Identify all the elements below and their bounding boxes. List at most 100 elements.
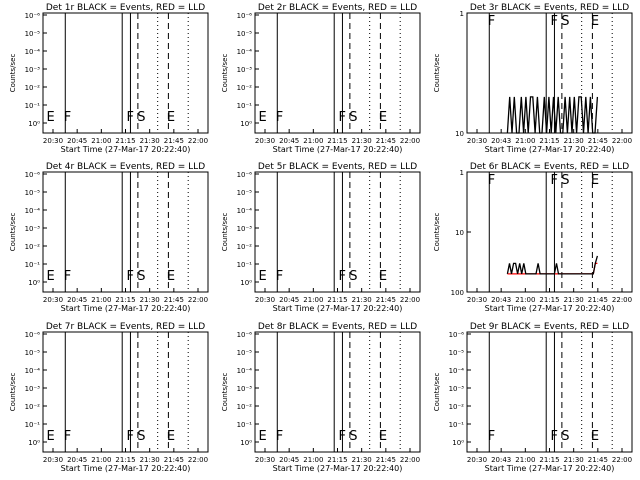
- y-tick-label: 10⁻⁵: [25, 189, 41, 197]
- event-marker-label: S: [137, 269, 145, 284]
- x-axis-label: Start Time (27-Mar-17 20:22:40): [273, 145, 403, 154]
- y-tick-label: 10⁻⁴: [25, 207, 41, 215]
- y-tick-label: 10⁻¹: [25, 102, 41, 110]
- x-tick-label: 21:30: [140, 137, 160, 145]
- event-marker-label: S: [137, 429, 145, 444]
- y-tick-label: 10⁻¹: [25, 261, 41, 269]
- y-tick-label: 10⁻⁴: [25, 367, 41, 375]
- y-tick-label: 10⁻³: [237, 385, 253, 393]
- y-tick-label: 10⁻³: [237, 66, 253, 74]
- y-axis-label: Counts/sec: [9, 54, 17, 93]
- chart-title: Det 2r BLACK = Events, RED = LLD: [258, 3, 417, 13]
- y-tick-label: 10⁻³: [25, 385, 41, 393]
- chart-title: Det 4r BLACK = Events, RED = LLD: [46, 162, 205, 172]
- x-tick-label: 20:30: [43, 456, 63, 464]
- y-axis-label: Counts/sec: [9, 213, 17, 252]
- x-tick-label: 21:45: [164, 137, 184, 145]
- x-tick-label: 20:45: [67, 296, 87, 304]
- y-tick-label: 10: [455, 130, 464, 138]
- y-tick-label: 10⁰: [240, 279, 252, 287]
- y-tick-label: 10⁻²: [237, 403, 253, 411]
- event-marker-label: F: [64, 110, 71, 125]
- y-tick-label: 10⁻²: [237, 243, 253, 251]
- y-tick-label: 10⁰: [28, 120, 40, 128]
- x-tick-label: 21:00: [303, 456, 323, 464]
- y-tick-label: 10⁻¹: [237, 261, 253, 269]
- x-tick-label: 21:00: [91, 456, 111, 464]
- x-tick-label: 20:43: [491, 137, 511, 145]
- event-marker-label: S: [561, 173, 569, 188]
- x-tick-label: 21:30: [352, 137, 372, 145]
- x-tick-label: 21:45: [164, 296, 184, 304]
- y-tick-label: 10⁻⁶: [25, 331, 41, 339]
- event-marker-label: S: [561, 14, 569, 29]
- x-tick-label: 21:15: [327, 137, 347, 145]
- event-marker-label: S: [349, 269, 357, 284]
- event-marker-label: F: [551, 14, 558, 29]
- chart-title: Det 9r BLACK = Events, RED = LLD: [470, 322, 629, 332]
- x-tick-label: 20:45: [279, 137, 299, 145]
- x-tick-label: 21:00: [303, 137, 323, 145]
- x-tick-label: 21:15: [539, 296, 559, 304]
- chart-panel: Det 9r BLACK = Events, RED = LLD Counts/s…: [433, 322, 633, 473]
- x-tick-label: 21:00: [303, 296, 323, 304]
- y-tick-label: 10⁰: [240, 120, 252, 128]
- event-marker-label: S: [349, 429, 357, 444]
- x-tick-label: 20:45: [279, 296, 299, 304]
- event-marker-label: F: [127, 429, 134, 444]
- y-tick-label: 10⁻⁴: [449, 367, 465, 375]
- x-tick-label: 21:45: [588, 456, 608, 464]
- x-tick-label: 21:30: [564, 296, 584, 304]
- data-series-line: [506, 96, 599, 134]
- y-tick-label: 10⁻²: [25, 403, 41, 411]
- x-tick-label: 21:15: [115, 456, 135, 464]
- x-tick-label: 21:45: [164, 456, 184, 464]
- chart-panel: Det 5r BLACK = Events, RED = LLD Counts/s…: [221, 162, 421, 313]
- x-tick-label: 22:00: [612, 456, 632, 464]
- y-axis-label: Counts/sec: [433, 373, 441, 412]
- x-tick-label: 21:15: [539, 137, 559, 145]
- data-series-line: [506, 255, 599, 275]
- x-tick-label: 21:00: [515, 456, 535, 464]
- x-tick-label: 20:30: [467, 137, 487, 145]
- x-axis-label: Start Time (27-Mar-17 20:22:40): [61, 464, 191, 473]
- y-axis-label: Counts/sec: [433, 213, 441, 252]
- event-marker-label: E: [167, 110, 175, 125]
- x-tick-label: 22:00: [400, 456, 420, 464]
- x-axis-label: Start Time (27-Mar-17 20:22:40): [273, 304, 403, 313]
- x-tick-label: 21:30: [140, 296, 160, 304]
- x-tick-label: 21:30: [352, 456, 372, 464]
- x-axis-label: Start Time (27-Mar-17 20:22:40): [61, 304, 191, 313]
- y-axis-label: Counts/sec: [9, 373, 17, 412]
- x-axis-label: Start Time (27-Mar-17 20:22:40): [485, 464, 615, 473]
- x-tick-label: 22:00: [188, 456, 208, 464]
- event-marker-label: E: [258, 110, 266, 125]
- event-marker-label: E: [379, 269, 387, 284]
- y-tick-label: 10⁻⁵: [237, 30, 253, 38]
- y-tick-label: 10⁻²: [449, 403, 465, 411]
- x-tick-label: 21:15: [539, 456, 559, 464]
- event-marker-label: E: [591, 14, 599, 29]
- x-tick-label: 21:15: [115, 137, 135, 145]
- event-marker-label: F: [551, 429, 558, 444]
- y-tick-label: 10⁻⁶: [237, 12, 253, 20]
- x-tick-label: 21:30: [564, 137, 584, 145]
- chart-panel: Det 8r BLACK = Events, RED = LLD Counts/s…: [221, 322, 421, 473]
- y-tick-label: 1: [460, 169, 464, 177]
- y-tick-label: 100: [451, 289, 464, 297]
- event-marker-label: E: [46, 429, 54, 444]
- event-marker-label: F: [339, 429, 346, 444]
- x-tick-label: 22:00: [188, 296, 208, 304]
- x-tick-label: 21:00: [91, 296, 111, 304]
- x-axis-label: Start Time (27-Mar-17 20:22:40): [485, 145, 615, 154]
- y-tick-label: 10⁻³: [25, 225, 41, 233]
- y-tick-label: 10⁻⁴: [25, 48, 41, 56]
- event-marker-label: E: [258, 269, 266, 284]
- x-tick-label: 21:30: [564, 456, 584, 464]
- event-marker-label: E: [167, 429, 175, 444]
- event-marker-label: E: [591, 429, 599, 444]
- y-tick-label: 10⁰: [240, 439, 252, 447]
- y-tick-label: 10⁻⁴: [237, 48, 253, 56]
- y-tick-label: 10⁻¹: [25, 421, 41, 429]
